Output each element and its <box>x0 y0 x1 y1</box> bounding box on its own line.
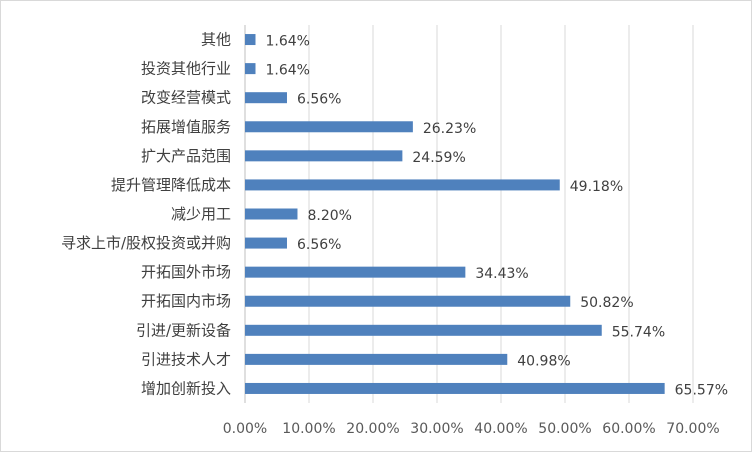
bar <box>245 324 602 336</box>
bar <box>245 92 287 104</box>
bar <box>245 353 508 365</box>
gridlines <box>244 25 694 403</box>
bar <box>245 266 466 278</box>
data-label: 8.20% <box>307 208 351 224</box>
data-label: 50.82% <box>580 295 633 311</box>
x-tick-label: 60.00% <box>602 421 655 437</box>
category-label: 改变经营模式 <box>141 89 231 107</box>
category-label: 开拓国内市场 <box>141 292 231 310</box>
bar <box>245 237 287 249</box>
category-label: 提升管理降低成本 <box>111 176 231 194</box>
category-label: 减少用工 <box>171 205 231 223</box>
data-label: 49.18% <box>570 179 623 195</box>
x-tick-label: 20.00% <box>346 421 399 437</box>
data-label: 1.64% <box>265 34 309 50</box>
category-label: 拓展增值服务 <box>141 118 231 136</box>
category-label: 扩大产品范围 <box>141 147 231 165</box>
bar <box>245 179 560 191</box>
x-tick-label: 10.00% <box>282 421 335 437</box>
data-label: 40.98% <box>517 353 570 369</box>
bar <box>245 208 298 220</box>
bars <box>245 34 665 394</box>
bar <box>245 295 571 307</box>
bar <box>245 150 403 162</box>
bar <box>245 382 665 394</box>
data-label: 24.59% <box>412 150 465 166</box>
x-tick-label: 70.00% <box>666 421 719 437</box>
x-tick-label: 40.00% <box>474 421 527 437</box>
data-label: 6.56% <box>297 92 341 108</box>
x-tick-label: 30.00% <box>410 421 463 437</box>
bar <box>245 34 256 46</box>
category-label: 增加创新投入 <box>141 379 231 397</box>
x-tick-label: 50.00% <box>538 421 591 437</box>
category-label: 寻求上市/股权投资或并购 <box>61 234 231 252</box>
data-label: 26.23% <box>423 121 476 137</box>
data-label: 55.74% <box>612 324 665 340</box>
category-label: 引进/更新设备 <box>136 321 231 339</box>
bar <box>245 121 413 133</box>
category-label: 引进技术人才 <box>141 350 231 368</box>
category-label: 开拓国外市场 <box>141 263 231 281</box>
data-label: 65.57% <box>675 382 728 398</box>
x-tick-label: 0.00% <box>223 421 267 437</box>
category-label: 其他 <box>201 31 231 49</box>
labels: 0.00% 10.00% 20.00% 30.00% 40.00% 50.00% 60.00… <box>61 31 728 437</box>
category-label: 投资其他行业 <box>141 60 231 78</box>
data-label: 1.64% <box>265 63 309 79</box>
data-label: 34.43% <box>475 266 528 282</box>
bar <box>245 63 256 75</box>
data-label: 6.56% <box>297 237 341 253</box>
